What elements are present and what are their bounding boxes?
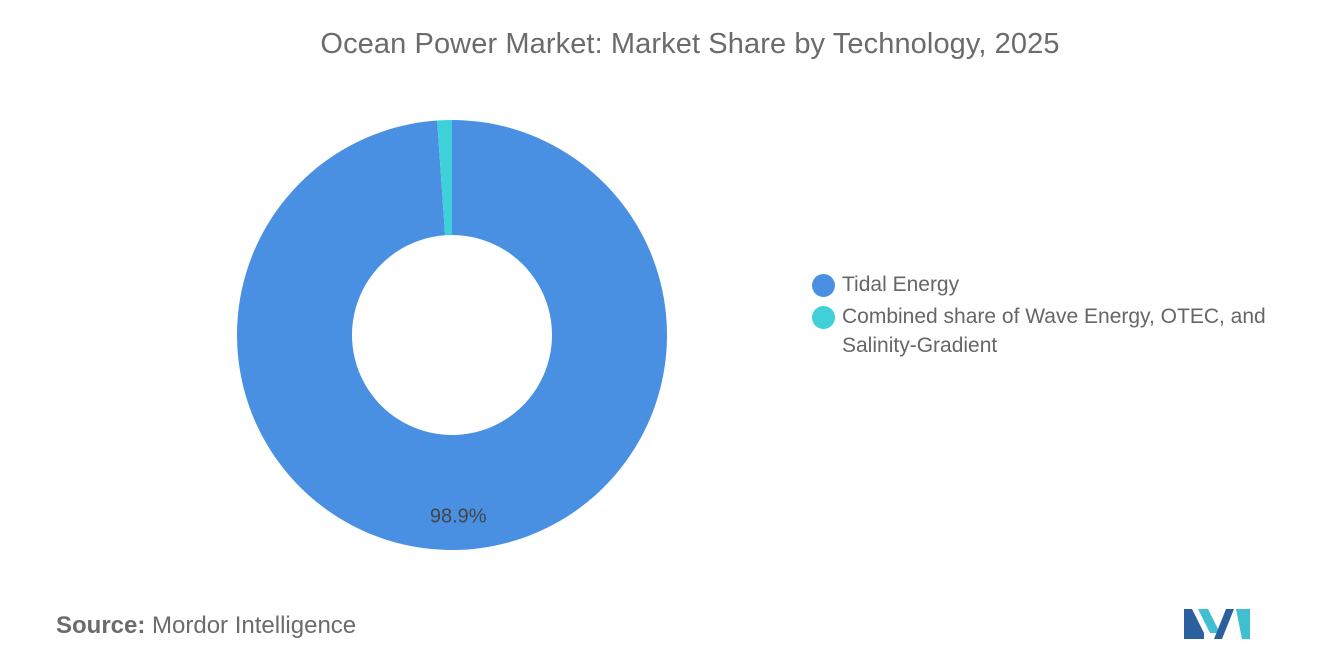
legend-item-tidal-energy[interactable]: Tidal Energy xyxy=(812,270,1312,299)
legend-label-combined-share: Combined share of Wave Energy, OTEC, and… xyxy=(842,305,1266,357)
source-value: Mordor Intelligence xyxy=(152,612,357,639)
slice-label-0: 98.9% xyxy=(430,505,487,527)
source-note: Source: Mordor Intelligence xyxy=(56,612,356,640)
logo-shape-right xyxy=(1236,609,1250,639)
legend-label-tidal-energy: Tidal Energy xyxy=(842,273,960,296)
legend-marker-tidal-energy xyxy=(812,274,835,297)
mordor-intelligence-logo-icon xyxy=(1184,609,1250,639)
logo-shape-mid-right xyxy=(1214,609,1234,639)
chart-title: Ocean Power Market: Market Share by Tech… xyxy=(320,28,1060,60)
chart-legend: Tidal Energy Combined share of Wave Ener… xyxy=(812,270,1312,363)
donut-slice-1[interactable] xyxy=(437,120,452,236)
logo-shape-left xyxy=(1184,609,1204,639)
logo-shape-mid-left xyxy=(1198,609,1220,633)
legend-item-combined-share[interactable]: Combined share of Wave Energy, OTEC, and… xyxy=(812,302,1312,360)
source-label: Source: xyxy=(56,612,146,639)
donut-slice-0[interactable] xyxy=(236,120,667,550)
legend-marker-combined-share xyxy=(812,306,835,329)
